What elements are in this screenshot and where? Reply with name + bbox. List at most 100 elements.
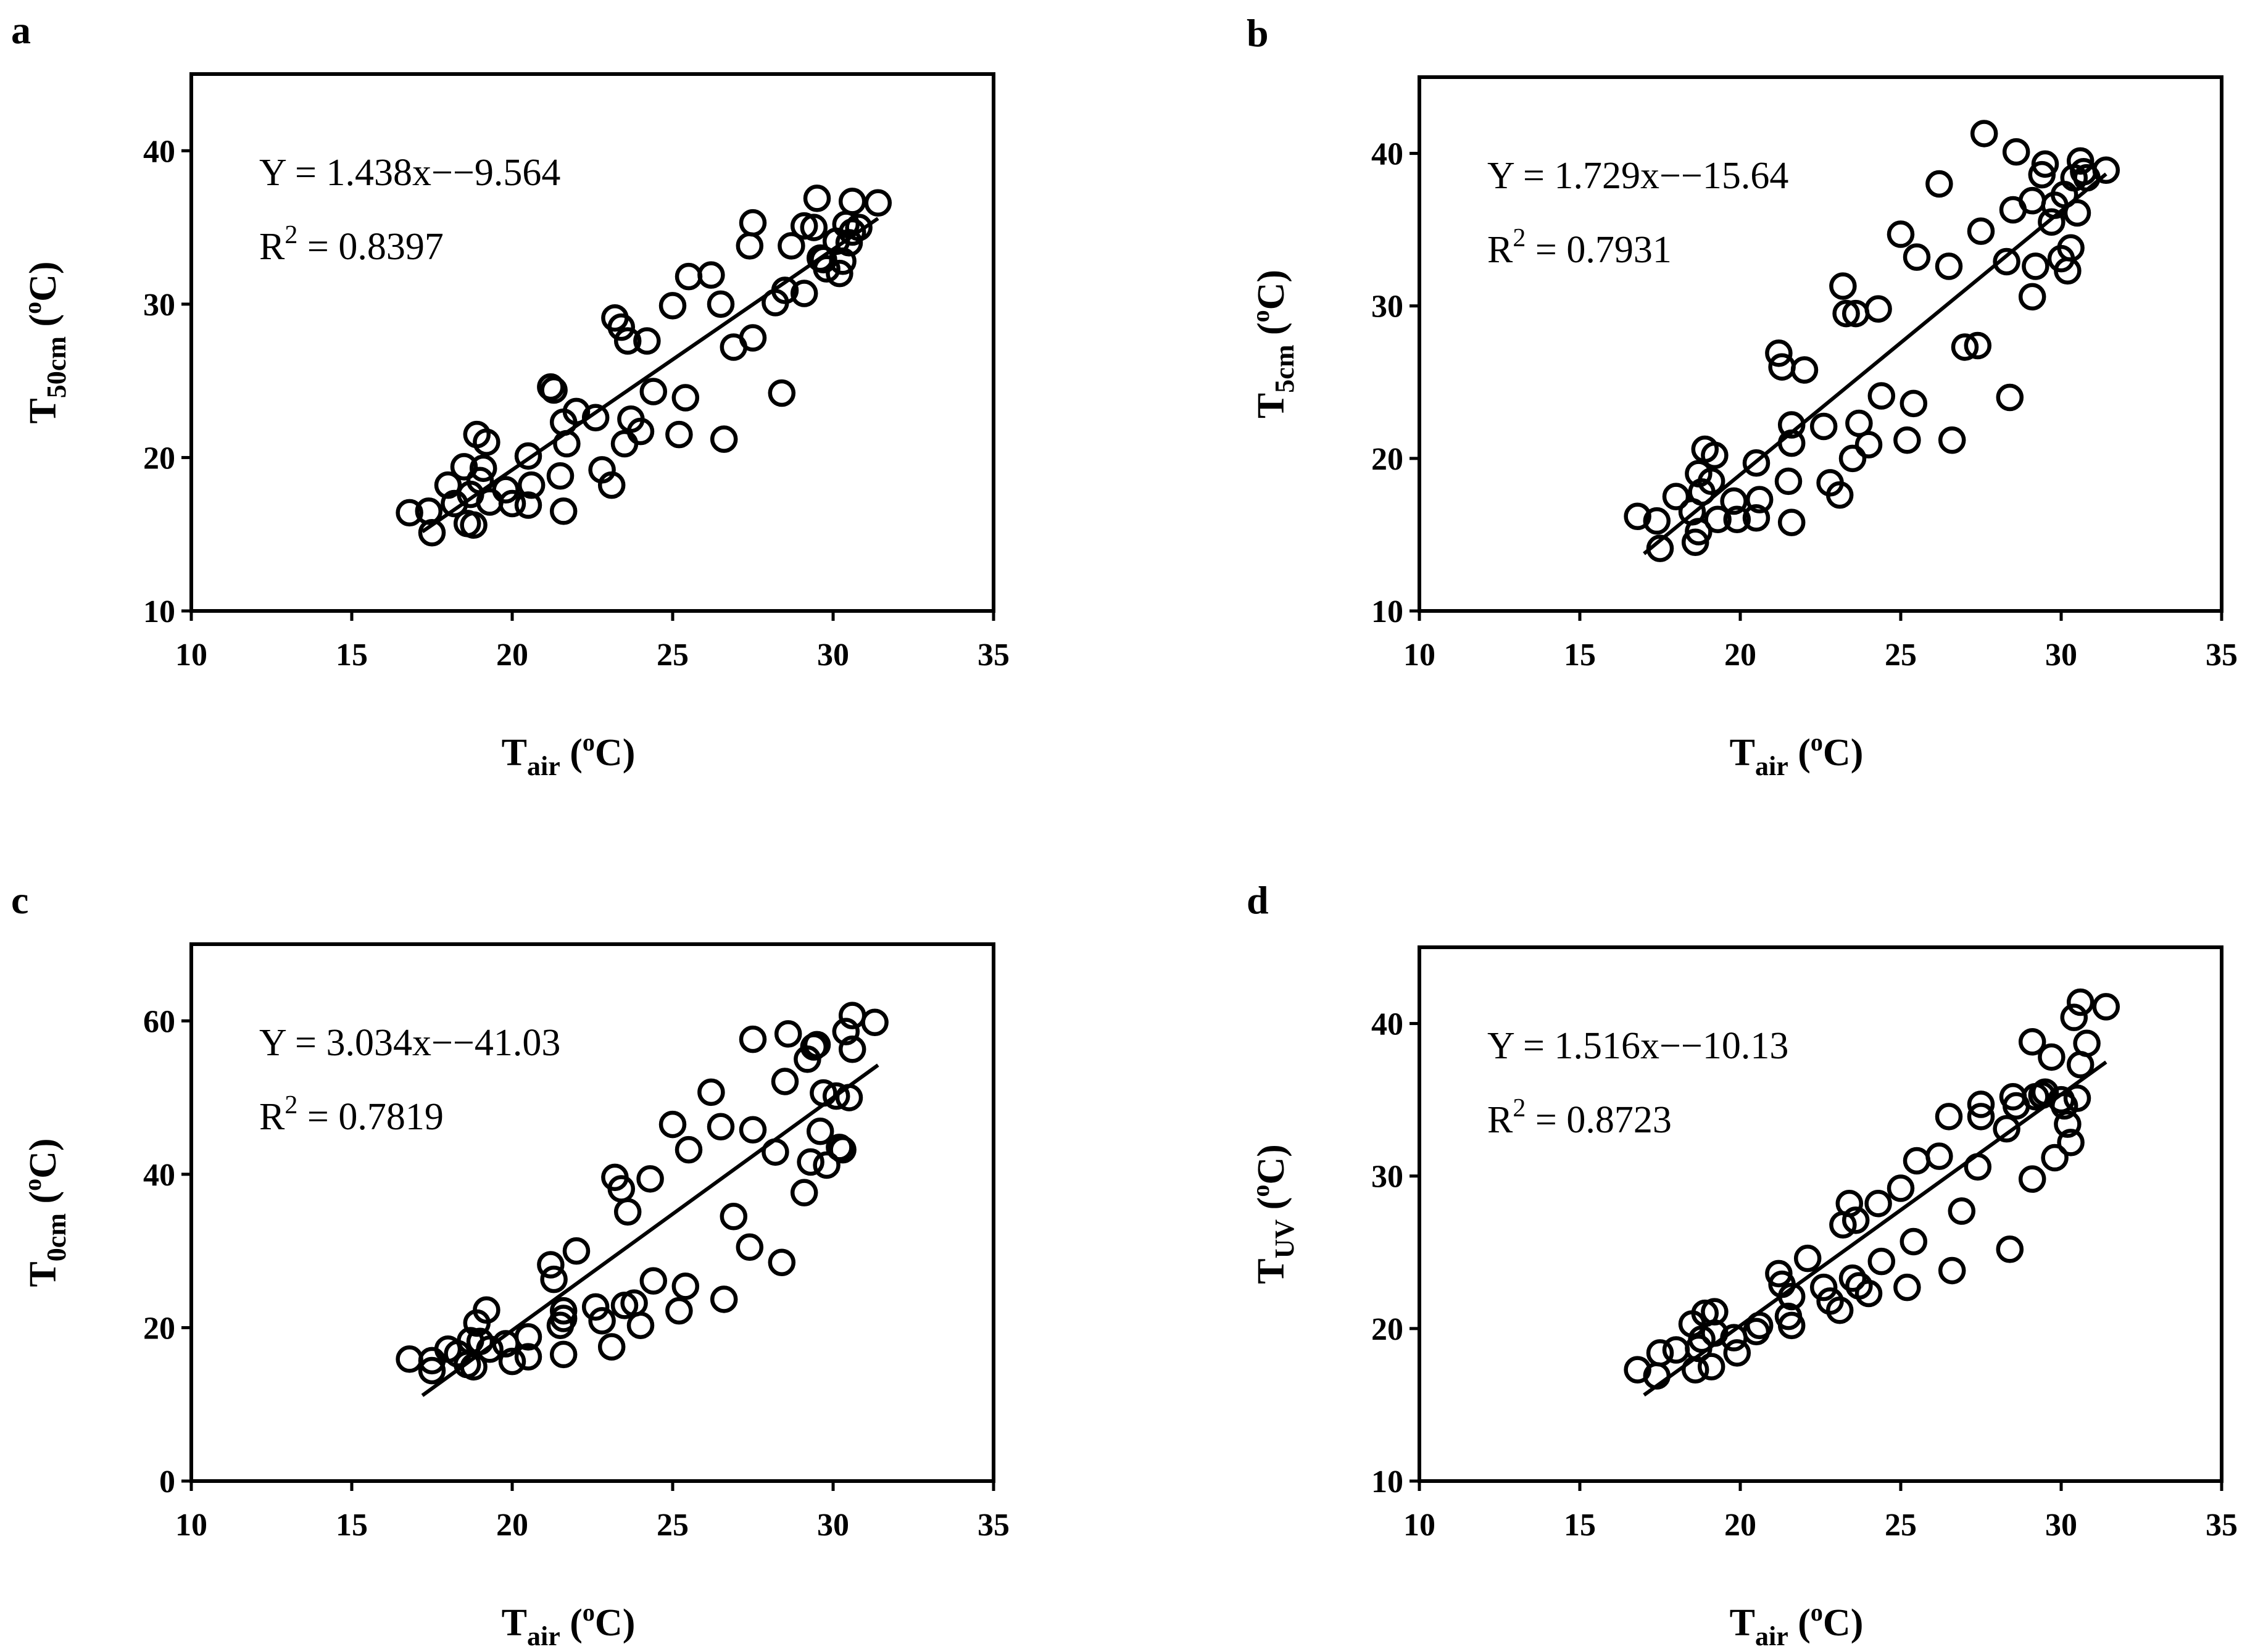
data-point <box>774 1020 802 1048</box>
data-point <box>1765 339 1793 367</box>
x-axis-label-unit: C) <box>1823 1602 1863 1644</box>
data-point <box>707 1113 735 1141</box>
data-point <box>546 462 575 490</box>
data-point <box>639 1267 668 1295</box>
data-point <box>1835 1189 1864 1218</box>
data-point <box>1951 333 1979 361</box>
data-point <box>1964 331 1992 360</box>
data-point <box>1854 1279 1883 1308</box>
data-point <box>1948 1197 1976 1225</box>
data-point <box>720 1202 748 1231</box>
data-point <box>2057 234 2085 262</box>
data-point <box>1903 243 1931 271</box>
data-point <box>473 428 500 456</box>
data-point <box>514 491 542 519</box>
data-point <box>1643 507 1671 535</box>
x-axis-label-unit: C) <box>595 1602 635 1644</box>
y-tick-label: 40 <box>143 1158 175 1193</box>
data-point <box>1925 1142 1953 1170</box>
data-point <box>1893 426 1921 454</box>
data-point <box>1967 1090 1995 1118</box>
data-point <box>549 1340 578 1369</box>
data-point <box>838 218 866 246</box>
data-point <box>803 1031 831 1059</box>
data-point <box>498 1347 526 1376</box>
data-point <box>658 1110 687 1139</box>
data-point <box>2038 208 2066 236</box>
data-point <box>790 280 818 307</box>
data-point <box>675 262 703 291</box>
data-point <box>1790 356 1819 384</box>
data-point <box>1887 1174 1915 1202</box>
data-point <box>514 1343 542 1371</box>
data-point <box>450 453 478 481</box>
data-point <box>739 324 767 352</box>
data-point <box>736 232 764 260</box>
x-tick-label: 35 <box>978 1508 1010 1543</box>
data-point <box>460 511 488 539</box>
y-axis-label-unit: C) <box>1250 1144 1292 1184</box>
data-point <box>418 1356 446 1385</box>
plot-frame <box>1418 75 2223 613</box>
data-point <box>1993 247 2020 276</box>
data-point <box>838 1036 866 1063</box>
data-point <box>832 1018 860 1045</box>
data-point <box>633 327 661 355</box>
r-squared-value: = 0.8723 <box>1526 1099 1671 1141</box>
data-point <box>1768 353 1796 381</box>
data-point <box>1967 1103 1995 1131</box>
y-tick-label: 10 <box>1371 594 1403 629</box>
data-point <box>697 1078 725 1106</box>
y-tick-label: 20 <box>143 441 175 476</box>
data-point <box>1887 220 1915 248</box>
r-squared-sup: 2 <box>1513 224 1526 252</box>
y-tick-label: 30 <box>1371 1160 1403 1195</box>
data-point <box>2066 988 2095 1016</box>
data-point <box>517 471 546 499</box>
data-point <box>1925 170 1953 198</box>
data-point <box>1938 426 1966 454</box>
data-point <box>2018 1027 2046 1056</box>
data-point <box>1723 1339 1751 1367</box>
data-point <box>1938 1256 1966 1285</box>
data-point <box>1903 1147 1931 1175</box>
data-point <box>1935 1103 1963 1131</box>
x-tick-label: 25 <box>1885 1508 1917 1543</box>
data-point <box>790 1179 818 1206</box>
data-point <box>581 1293 610 1321</box>
data-point <box>845 214 873 241</box>
data-point <box>434 471 462 499</box>
y-axis-label-unit: C) <box>1250 270 1292 310</box>
data-point <box>1745 1311 1774 1340</box>
data-point <box>1970 120 1998 147</box>
data-point <box>797 1148 824 1176</box>
x-tick-label: 25 <box>657 1508 689 1543</box>
plot-frame <box>1418 945 2223 1483</box>
data-point <box>597 471 626 499</box>
data-point <box>540 376 568 404</box>
x-axis-label-sub: air <box>1755 1621 1788 1651</box>
data-point <box>1774 467 1803 496</box>
data-point <box>1704 505 1732 533</box>
data-point <box>588 1306 616 1335</box>
r-squared-letter: R <box>259 1096 285 1138</box>
data-point <box>396 499 423 527</box>
data-point <box>607 313 636 341</box>
data-point <box>1809 412 1838 441</box>
data-point <box>2038 1043 2066 1071</box>
data-point <box>610 430 639 458</box>
data-point <box>626 417 655 446</box>
y-axis-label-sup: o <box>1247 1185 1274 1197</box>
y-axis-label-sub: UV <box>1269 1219 1300 1259</box>
x-tick-label: 35 <box>2206 637 2238 673</box>
x-tick-label: 30 <box>2045 1508 2077 1543</box>
x-axis-label: Tair (oC) <box>1730 728 1864 781</box>
data-point <box>665 420 693 449</box>
data-point <box>1777 1282 1806 1311</box>
data-point <box>1701 1319 1729 1347</box>
data-point <box>540 1265 568 1293</box>
data-point <box>1838 444 1867 473</box>
data-point <box>473 1296 500 1324</box>
x-axis-label-paren: ( <box>1788 732 1811 774</box>
y-tick-label: 40 <box>1371 1007 1403 1042</box>
